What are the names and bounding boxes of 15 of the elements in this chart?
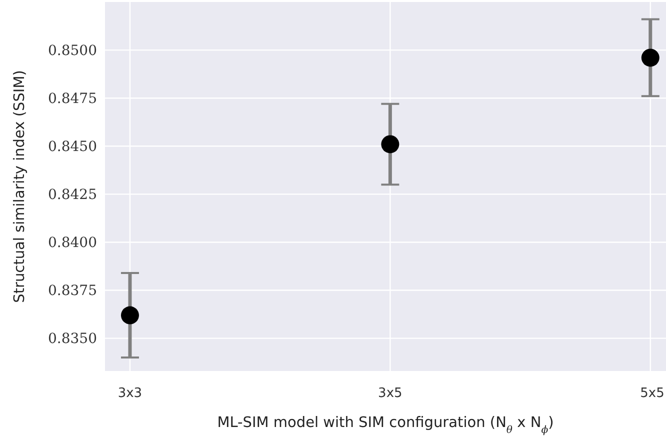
x-tick-label: 3x5 — [378, 386, 402, 401]
y-tick-label: 0.8425 — [48, 187, 97, 204]
point — [381, 135, 400, 154]
y-tick-label: 0.8375 — [48, 283, 97, 300]
point — [641, 48, 660, 67]
y-tick-label: 0.8500 — [48, 42, 97, 59]
y-tick-label: 0.8450 — [48, 139, 97, 156]
x-tick-label: 5x5 — [640, 386, 664, 401]
y-tick-label: 0.8400 — [48, 235, 97, 252]
x-axis-title: ML-SIM model with SIM configuration (N$_{θ}$ x N$_{ϕ}$) — [217, 415, 554, 436]
y-tick-label: 0.8475 — [48, 90, 97, 107]
point — [120, 306, 139, 324]
y-tick-label: 0.8350 — [48, 331, 97, 348]
x-tick-label: 3x3 — [118, 386, 142, 401]
y-axis-title: Structual similarity index (SSIM) — [12, 70, 28, 303]
